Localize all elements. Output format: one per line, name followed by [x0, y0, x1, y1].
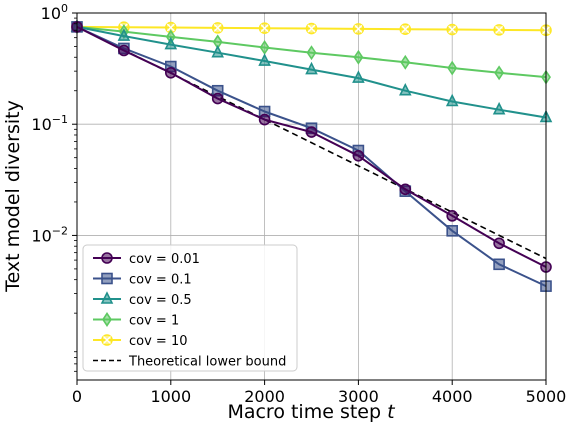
legend-marker: [100, 291, 114, 304]
series-point: [306, 45, 317, 61]
series-point: [399, 183, 412, 196]
y-tick-exponent: −1: [52, 113, 68, 126]
y-tick-exponent: −2: [52, 224, 68, 237]
series-point: [164, 36, 178, 50]
legend-label: cov = 0.01: [129, 252, 200, 267]
y-tick-label: 10−2: [31, 224, 68, 245]
x-tick-label: 3000: [338, 387, 379, 406]
legend-marker: [101, 334, 113, 346]
series-point: [399, 23, 412, 36]
legend-label: cov = 10: [129, 334, 188, 349]
series-point: [211, 22, 224, 34]
series-point: [447, 60, 458, 76]
y-tick-base: 10: [31, 226, 51, 245]
x-tick-label: 5000: [526, 387, 567, 406]
x-tick-label: 4000: [432, 387, 473, 406]
x-axis-label: Macro time step t: [227, 401, 396, 423]
y-tick-exponent: 0: [61, 2, 68, 15]
series-point: [494, 65, 505, 81]
x-tick-label: 1000: [150, 387, 191, 406]
series-point: [305, 22, 318, 35]
series-point: [493, 237, 505, 250]
series-point: [211, 44, 224, 58]
theoretical-lower-bound-line: [76, 26, 547, 260]
series-point: [446, 23, 459, 36]
series-point: [399, 82, 412, 96]
legend-label: cov = 0.1: [129, 273, 192, 288]
series-point: [492, 101, 506, 115]
series-point: [305, 61, 318, 75]
series-point: [258, 113, 271, 126]
series-point: [445, 93, 459, 107]
series-layer: [70, 19, 553, 292]
series-point: [400, 54, 411, 70]
series-point: [211, 92, 224, 105]
series-point: [258, 22, 271, 35]
legend-label: cov = 0.5: [129, 293, 192, 308]
series-point: [258, 53, 271, 66]
legend-marker: [102, 312, 112, 327]
series-point: [446, 210, 459, 222]
legend-marker: [101, 272, 113, 285]
y-tick-label: 100: [41, 2, 68, 23]
legend-label: cov = 1: [129, 314, 179, 329]
series-point: [353, 49, 364, 65]
x-tick-label: 0: [72, 387, 82, 406]
legend: cov = 0.01 cov = 0.1 cov = 0.5 cov = 1 cov =…: [82, 244, 298, 372]
series-point: [352, 23, 365, 35]
y-tick-base: 10: [41, 4, 61, 23]
series-point: [352, 70, 365, 83]
y-axis-label: Text model diversity: [2, 100, 24, 293]
series-point: [117, 28, 131, 41]
series-point: [118, 44, 130, 57]
x-tick-label: 2000: [244, 387, 285, 406]
series-point: [259, 40, 270, 55]
y-tick-base: 10: [31, 115, 51, 134]
series-point: [352, 149, 365, 162]
series-point: [446, 225, 459, 237]
series-point: [493, 24, 505, 36]
series-point: [305, 126, 318, 138]
series-point: [493, 258, 505, 271]
legend-label: Theoretical lower bound: [128, 355, 286, 370]
plot-frame: [76, 12, 547, 381]
legend-box: [82, 244, 298, 372]
legend-marker: [101, 252, 113, 264]
y-tick-label: 10−1: [31, 113, 68, 134]
series-point: [165, 66, 177, 79]
